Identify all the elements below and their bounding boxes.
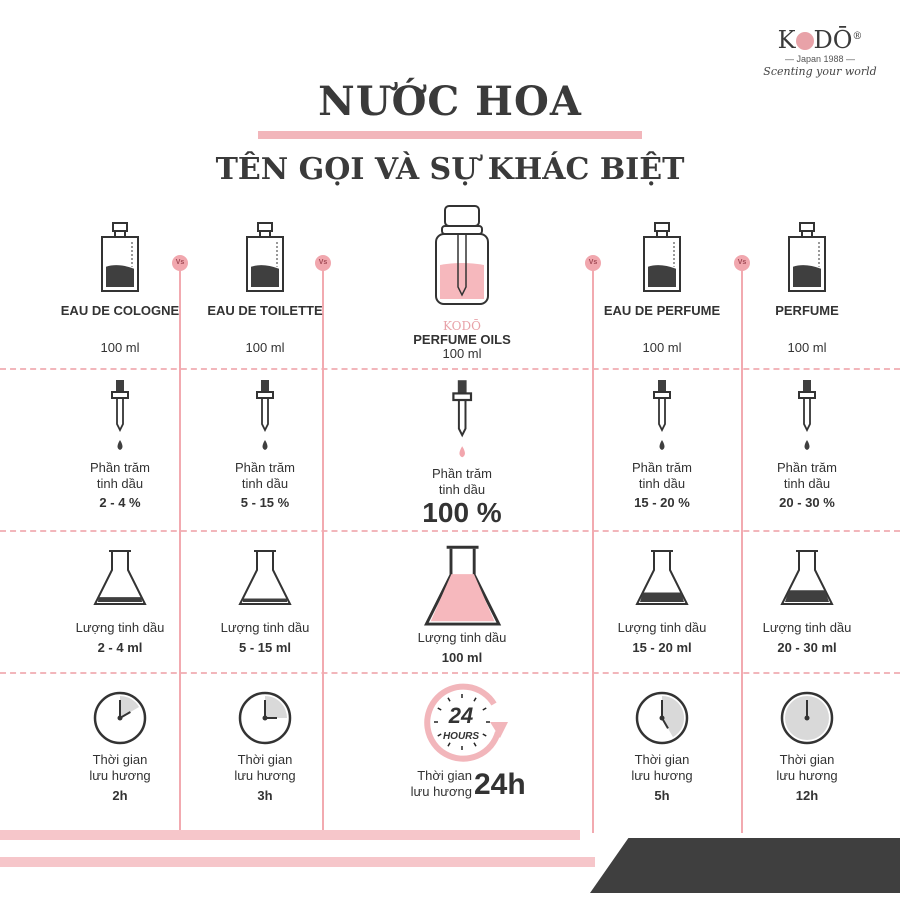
time-label: lưu hương bbox=[776, 768, 838, 783]
oil-label: Phần trăm bbox=[632, 460, 692, 475]
amount-value: 2 - 4 ml bbox=[97, 640, 143, 655]
column-separator bbox=[179, 268, 181, 833]
oil-percent: 15 - 20 % bbox=[634, 495, 690, 510]
kodo-logo: K DŌ® — Japan 1988 — Scenting your world bbox=[760, 24, 880, 78]
time-label: Thời gian bbox=[417, 768, 472, 783]
perfume-bottle-icon bbox=[98, 222, 142, 297]
time-label: lưu hương bbox=[89, 768, 151, 783]
clock-icon bbox=[237, 690, 293, 751]
time-label: Thời gian bbox=[237, 752, 293, 767]
vs-badge: Vs bbox=[315, 255, 331, 271]
dropper-icon bbox=[650, 378, 674, 463]
amount-label: Lượng tinh dầu bbox=[220, 620, 310, 635]
column-separator bbox=[322, 268, 324, 833]
registered-mark: ® bbox=[852, 31, 863, 42]
column-name: EAU DE COLOGNE bbox=[60, 303, 180, 318]
page-title: NƯỚC HOA bbox=[318, 78, 582, 125]
column-volume: 100 ml bbox=[787, 340, 827, 355]
decor-stripe bbox=[0, 830, 580, 840]
decor-dark-band bbox=[590, 838, 900, 893]
time-label: Thời gian bbox=[92, 752, 148, 767]
column-volume: 100 ml bbox=[245, 340, 285, 355]
time-label: lưu hương bbox=[234, 768, 296, 783]
row-divider bbox=[0, 530, 900, 532]
amount-label: Lượng tinh dầu bbox=[617, 620, 707, 635]
clock-unit: HOURS bbox=[442, 731, 480, 742]
amount-label: Lượng tinh dầu bbox=[75, 620, 165, 635]
clock-icon bbox=[634, 690, 690, 751]
logo-text: DŌ bbox=[813, 26, 853, 54]
oil-label: tinh dầu bbox=[241, 476, 289, 491]
24-hours-clock-icon bbox=[422, 682, 512, 767]
oil-label: Phần trăm bbox=[777, 460, 837, 475]
clock-icon bbox=[779, 690, 835, 751]
oil-label: Phần trăm bbox=[432, 466, 492, 481]
column-separator bbox=[592, 268, 594, 833]
flask-icon bbox=[92, 546, 148, 613]
flower-icon bbox=[795, 32, 814, 50]
amount-value: 15 - 20 ml bbox=[632, 640, 692, 655]
perfume-oil-bottle-icon bbox=[432, 205, 492, 310]
oil-percent: 2 - 4 % bbox=[99, 495, 141, 510]
perfume-bottle-icon bbox=[640, 222, 684, 297]
title-underline bbox=[258, 131, 642, 139]
column-name: PERFUME bbox=[775, 303, 839, 318]
row-divider bbox=[0, 672, 900, 674]
oil-percent: 100 % bbox=[422, 497, 502, 528]
decor-stripe bbox=[0, 857, 595, 867]
amount-value: 20 - 30 ml bbox=[777, 640, 837, 655]
logo-script: Scenting your world bbox=[763, 65, 877, 78]
time-label: lưu hương bbox=[631, 768, 693, 783]
time-label: lưu hương bbox=[410, 784, 472, 799]
oil-label: tinh dầu bbox=[96, 476, 144, 491]
vs-badge: Vs bbox=[734, 255, 750, 271]
perfume-bottle-icon bbox=[243, 222, 287, 297]
oil-label: Phần trăm bbox=[235, 460, 295, 475]
dropper-icon bbox=[108, 378, 132, 463]
flask-icon bbox=[634, 546, 690, 613]
column-volume: 100 ml bbox=[442, 346, 482, 361]
time-label: Thời gian bbox=[634, 752, 690, 767]
dropper-icon bbox=[795, 378, 819, 463]
flask-icon bbox=[779, 546, 835, 613]
logo-tagline: Japan 1988 bbox=[796, 54, 844, 64]
time-value: 5h bbox=[654, 788, 670, 803]
time-value: 12h bbox=[795, 788, 819, 803]
oil-label: Phần trăm bbox=[90, 460, 150, 475]
flask-icon bbox=[237, 546, 293, 613]
amount-label: Lượng tinh dầu bbox=[762, 620, 852, 635]
time-value: 2h bbox=[112, 788, 128, 803]
oil-label: tinh dầu bbox=[638, 476, 686, 491]
amount-label: Lượng tinh dầu bbox=[417, 630, 507, 645]
clock-number: 24 bbox=[448, 703, 474, 728]
logo-text: K bbox=[777, 26, 796, 54]
vs-badge: Vs bbox=[585, 255, 601, 271]
column-volume: 100 ml bbox=[100, 340, 140, 355]
oil-label: tinh dầu bbox=[783, 476, 831, 491]
clock-icon bbox=[92, 690, 148, 751]
time-value: 24h bbox=[474, 768, 526, 801]
amount-value: 100 ml bbox=[441, 650, 483, 665]
time-label: Thời gian bbox=[779, 752, 835, 767]
amount-value: 5 - 15 ml bbox=[238, 640, 292, 655]
time-value: 3h bbox=[257, 788, 273, 803]
dropper-icon bbox=[449, 378, 475, 471]
column-volume: 100 ml bbox=[642, 340, 682, 355]
column-separator bbox=[741, 268, 743, 833]
flask-icon bbox=[422, 540, 503, 635]
vs-badge: Vs bbox=[172, 255, 188, 271]
kodo-brand-label: KODŌ bbox=[443, 319, 481, 333]
oil-label: tinh dầu bbox=[438, 482, 486, 497]
oil-percent: 20 - 30 % bbox=[779, 495, 835, 510]
oil-percent: 5 - 15 % bbox=[240, 495, 290, 510]
row-divider bbox=[0, 368, 900, 370]
column-name: EAU DE TOILETTE bbox=[207, 303, 323, 318]
column-name: EAU DE PERFUME bbox=[603, 303, 721, 318]
page-subtitle: TÊN GỌI VÀ SỰ KHÁC BIỆT bbox=[215, 152, 685, 187]
column-name: PERFUME OILS bbox=[413, 332, 511, 347]
dropper-icon bbox=[253, 378, 277, 463]
perfume-bottle-icon bbox=[785, 222, 829, 297]
